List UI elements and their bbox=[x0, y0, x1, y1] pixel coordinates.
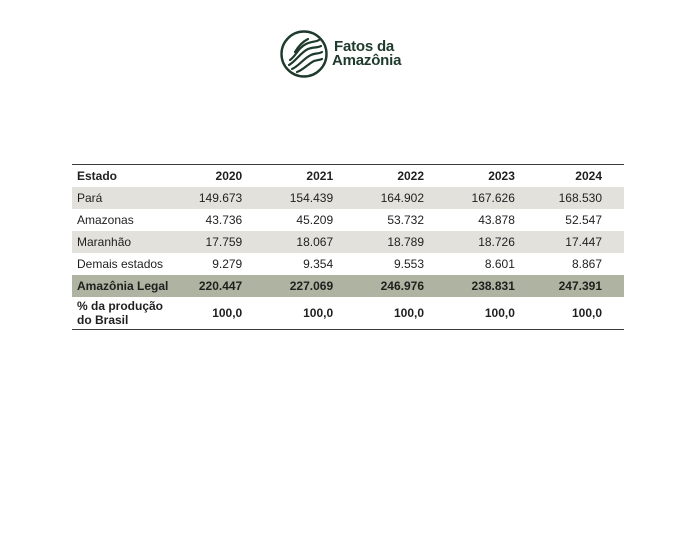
table-row: Demais estados 9.279 9.354 9.553 8.601 8… bbox=[72, 253, 624, 275]
table-row: Pará 149.673 154.439 164.902 167.626 168… bbox=[72, 187, 624, 209]
row-label: Maranhão bbox=[72, 231, 179, 253]
cell-2023: 43.878 bbox=[478, 213, 515, 227]
cell-2024: 100,0 bbox=[571, 306, 602, 320]
cell-2022: 9.553 bbox=[393, 257, 425, 271]
cell-2021: 18.067 bbox=[256, 231, 348, 253]
cell-2021: 45.209 bbox=[296, 213, 334, 227]
total-row: Amazônia Legal 220.447 227.069 246.976 2… bbox=[72, 275, 624, 297]
cell-2022: 100,0 bbox=[393, 306, 425, 320]
header-2021: 2021 bbox=[306, 169, 334, 183]
cell-2023: 8.601 bbox=[484, 257, 515, 271]
percentage-row: % da produção do Brasil 100,0 100,0 100,… bbox=[72, 297, 624, 330]
logo-wordmark: Fatos da Amazônia bbox=[332, 38, 402, 69]
cell-2022: 18.789 bbox=[347, 231, 439, 253]
header-2020: 2020 bbox=[215, 169, 243, 183]
cell-2020: 9.279 bbox=[212, 257, 243, 271]
header-2024: 2024 bbox=[575, 169, 602, 183]
cell-2021: 227.069 bbox=[256, 275, 348, 297]
header-2023: 2023 bbox=[488, 169, 515, 183]
logo-line-2: Amazônia bbox=[332, 52, 402, 69]
header-estado: Estado bbox=[77, 169, 118, 183]
row-label: Amazonas bbox=[77, 213, 134, 227]
logo-line-1: Fatos da bbox=[334, 38, 395, 55]
cell-2023: 167.626 bbox=[438, 187, 529, 209]
production-table: Estado 2020 2021 2022 2023 2024 Pará 149… bbox=[72, 164, 624, 330]
cell-2023: 100,0 bbox=[484, 306, 515, 320]
row-label: % da produção do Brasil bbox=[77, 299, 164, 327]
cell-2020: 17.759 bbox=[178, 231, 257, 253]
cell-2022: 246.976 bbox=[347, 275, 439, 297]
fatos-da-amazonia-logo: Fatos da Amazônia bbox=[280, 30, 401, 78]
cell-2024: 8.867 bbox=[571, 257, 602, 271]
leaf-emblem-icon bbox=[280, 30, 328, 78]
cell-2020: 149.673 bbox=[178, 187, 257, 209]
cell-2022: 53.732 bbox=[387, 213, 425, 227]
cell-2023: 18.726 bbox=[438, 231, 529, 253]
cell-2020: 220.447 bbox=[178, 275, 257, 297]
table-row: Maranhão 17.759 18.067 18.789 18.726 17.… bbox=[72, 231, 624, 253]
cell-2024: 17.447 bbox=[528, 231, 624, 253]
cell-2020: 43.736 bbox=[205, 213, 243, 227]
production-table-wrapper: Estado 2020 2021 2022 2023 2024 Pará 149… bbox=[72, 164, 624, 330]
row-label: Pará bbox=[72, 187, 179, 209]
row-label: Amazônia Legal bbox=[72, 275, 179, 297]
cell-2023: 238.831 bbox=[438, 275, 529, 297]
cell-2021: 100,0 bbox=[303, 306, 334, 320]
table-header-row: Estado 2020 2021 2022 2023 2024 bbox=[72, 165, 624, 188]
cell-2020: 100,0 bbox=[212, 306, 243, 320]
cell-2024: 52.547 bbox=[565, 213, 602, 227]
cell-2022: 164.902 bbox=[347, 187, 439, 209]
cell-2021: 9.354 bbox=[303, 257, 334, 271]
table-row: Amazonas 43.736 45.209 53.732 43.878 52.… bbox=[72, 209, 624, 231]
cell-2024: 168.530 bbox=[528, 187, 624, 209]
cell-2021: 154.439 bbox=[256, 187, 348, 209]
cell-2024: 247.391 bbox=[528, 275, 624, 297]
header-2022: 2022 bbox=[397, 169, 425, 183]
row-label: Demais estados bbox=[77, 257, 164, 271]
